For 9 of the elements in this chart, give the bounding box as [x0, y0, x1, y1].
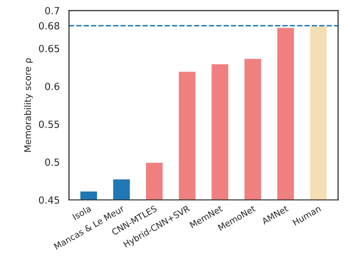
y-tick-label: 0.55 — [38, 120, 60, 128]
y-axis-title: Memorability score ρ — [24, 58, 33, 152]
y-tick-label: 0.5 — [45, 158, 60, 166]
y-tick-label: 0.45 — [38, 196, 60, 204]
y-tick-label: 0.6 — [45, 82, 60, 90]
y-tick-label: 0.68 — [38, 22, 60, 30]
y-tick-label: 0.65 — [38, 44, 60, 52]
y-tick-label: 0.7 — [45, 7, 60, 14]
x-tick-label: Isola — [72, 205, 92, 220]
